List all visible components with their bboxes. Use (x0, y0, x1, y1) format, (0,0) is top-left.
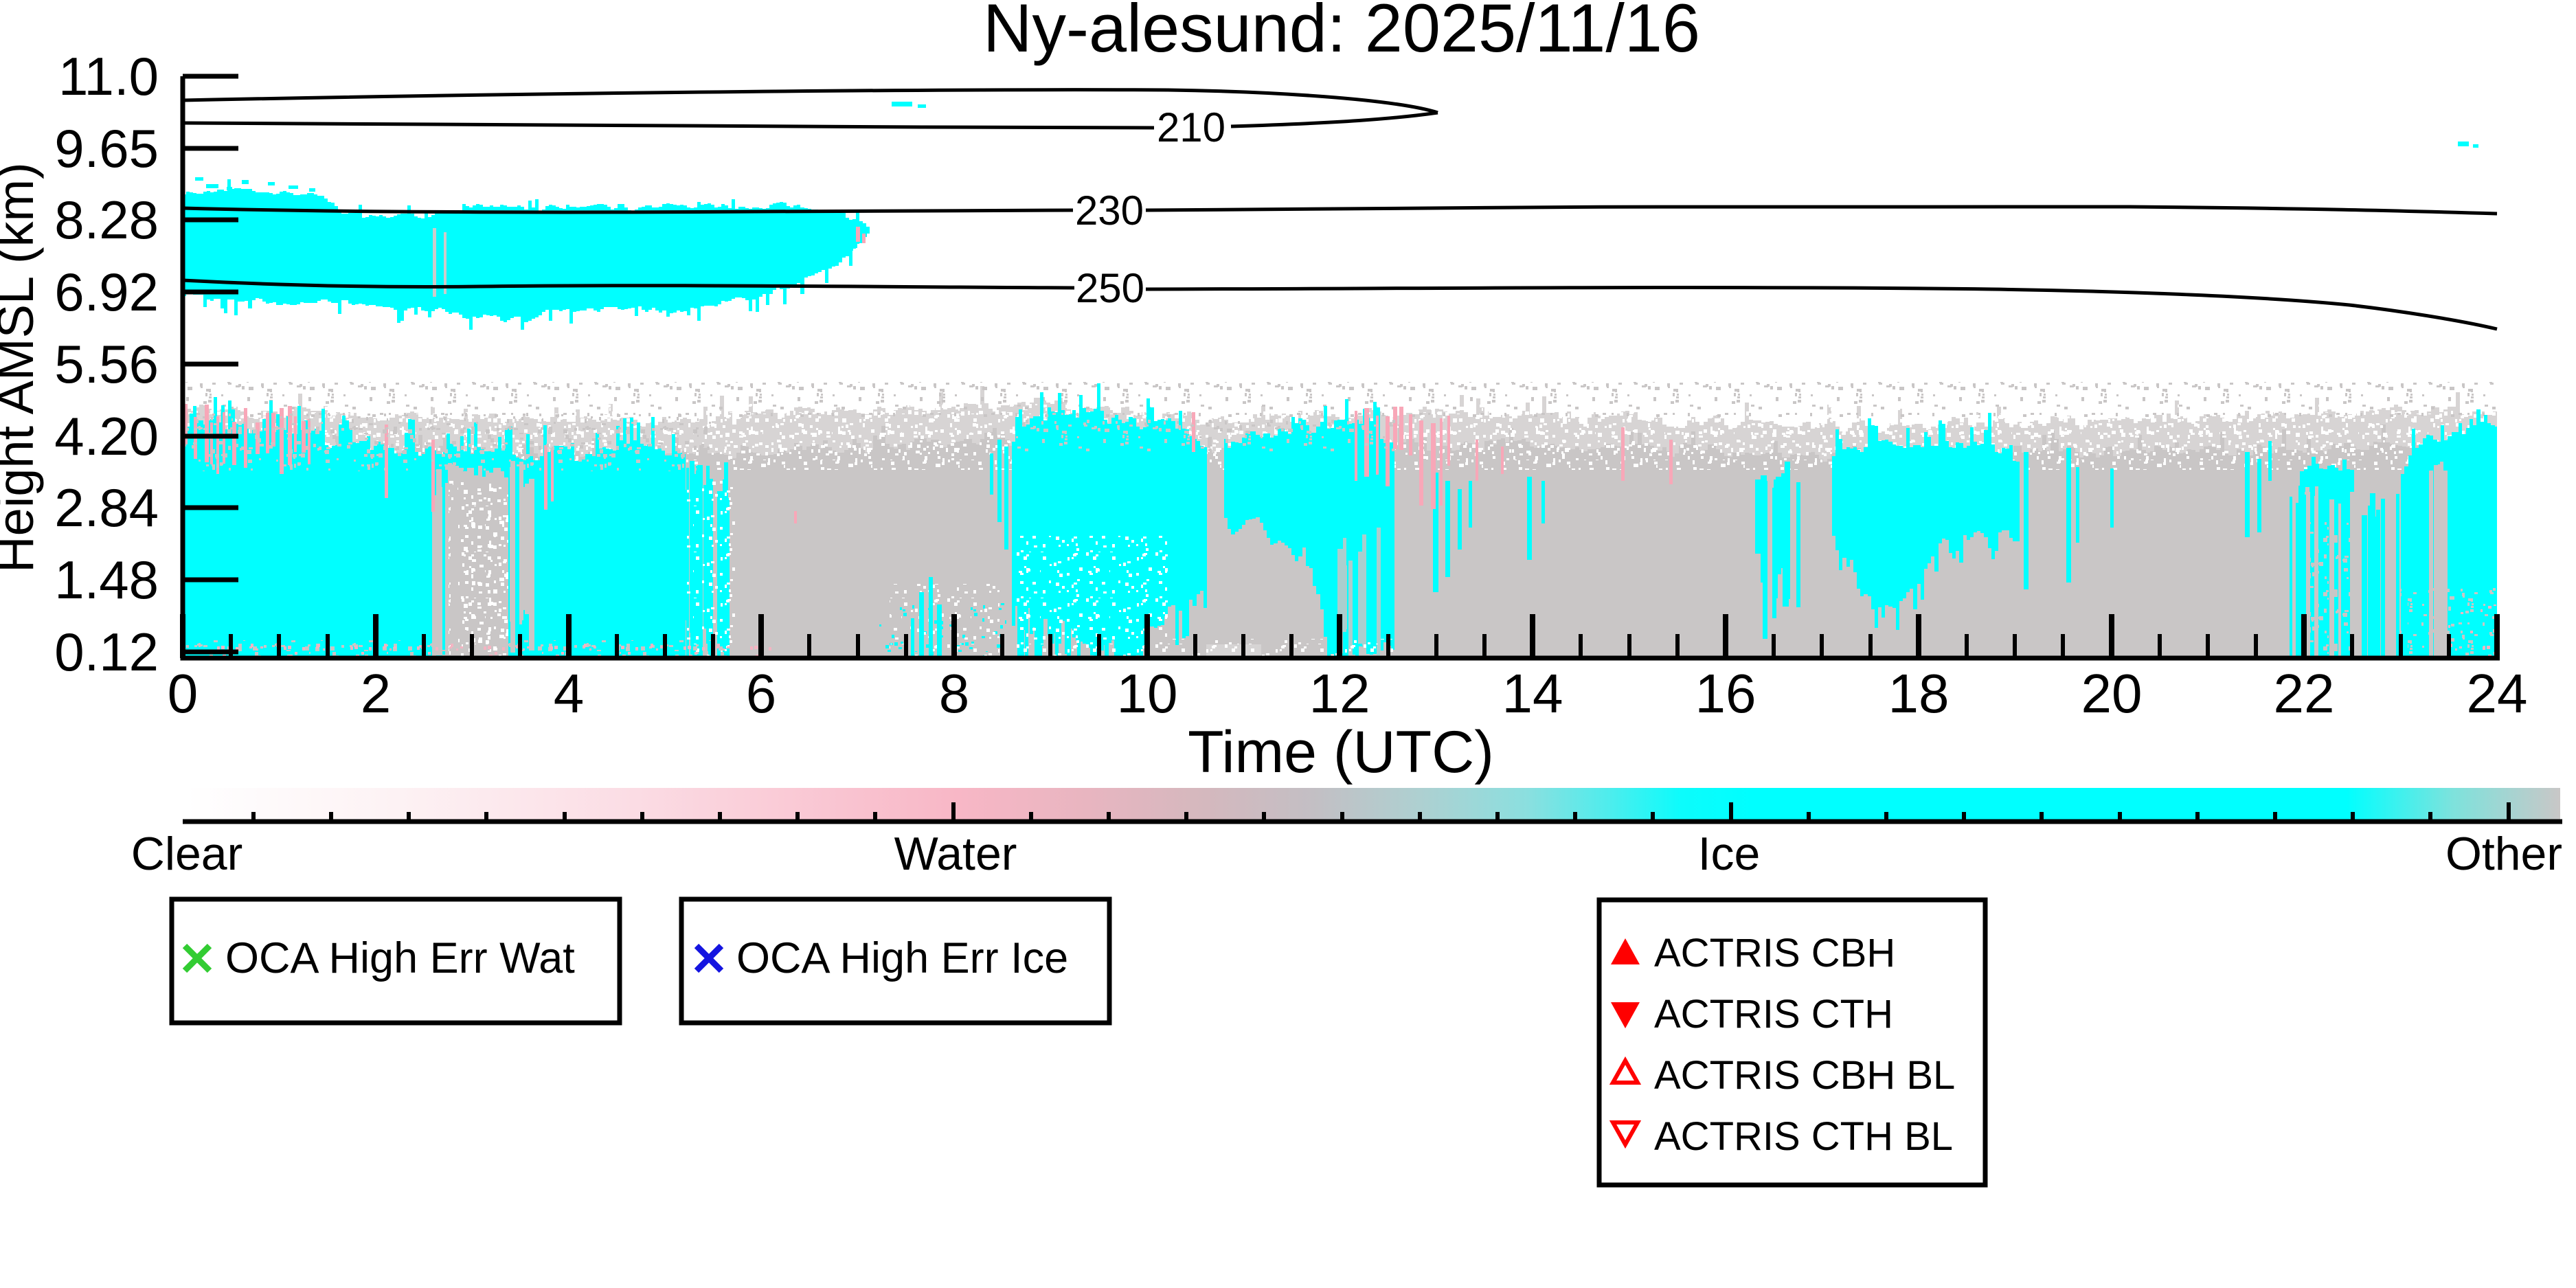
svg-text:9.65: 9.65 (54, 118, 159, 179)
svg-text:22: 22 (2274, 663, 2335, 724)
svg-text:12: 12 (1309, 663, 1370, 724)
svg-text:210: 210 (1157, 104, 1225, 150)
svg-text:18: 18 (1888, 663, 1950, 724)
svg-text:16: 16 (1695, 663, 1756, 724)
svg-text:6: 6 (746, 663, 777, 724)
svg-text:Other: Other (2445, 828, 2562, 880)
svg-text:0.12: 0.12 (54, 622, 159, 682)
svg-text:8: 8 (939, 663, 970, 724)
svg-text:14: 14 (1502, 663, 1563, 724)
svg-text:ACTRIS CTH: ACTRIS CTH (1654, 992, 1893, 1037)
svg-text:Ice: Ice (1698, 828, 1761, 880)
svg-text:24: 24 (2467, 663, 2528, 724)
svg-text:0: 0 (168, 663, 199, 724)
svg-text:OCA High Err Ice: OCA High Err Ice (736, 934, 1068, 982)
svg-text:Time (UTC): Time (UTC) (1188, 719, 1494, 785)
svg-text:Clear: Clear (131, 828, 243, 880)
svg-text:4.20: 4.20 (54, 406, 159, 466)
svg-text:2: 2 (361, 663, 392, 724)
svg-text:1.48: 1.48 (54, 550, 159, 610)
svg-text:8.28: 8.28 (54, 190, 159, 250)
svg-text:4: 4 (554, 663, 585, 724)
svg-text:230: 230 (1075, 188, 1144, 234)
svg-text:ACTRIS CTH BL: ACTRIS CTH BL (1654, 1114, 1953, 1159)
svg-text:Water: Water (894, 828, 1017, 880)
svg-text:20: 20 (2081, 663, 2143, 724)
svg-text:10: 10 (1117, 663, 1178, 724)
svg-text:ACTRIS CBH BL: ACTRIS CBH BL (1654, 1053, 1955, 1098)
svg-text:ACTRIS CBH: ACTRIS CBH (1654, 931, 1895, 975)
svg-text:11.0: 11.0 (58, 46, 159, 106)
svg-text:250: 250 (1076, 265, 1144, 311)
svg-text:6.92: 6.92 (54, 262, 159, 322)
svg-text:OCA High Err Wat: OCA High Err Wat (225, 934, 575, 982)
svg-text:Ny-alesund: 2025/11/16: Ny-alesund: 2025/11/16 (983, 0, 1700, 66)
svg-text:5.56: 5.56 (54, 334, 159, 394)
svg-text:Height AMSL (km): Height AMSL (km) (0, 162, 44, 573)
svg-text:2.84: 2.84 (54, 477, 159, 538)
